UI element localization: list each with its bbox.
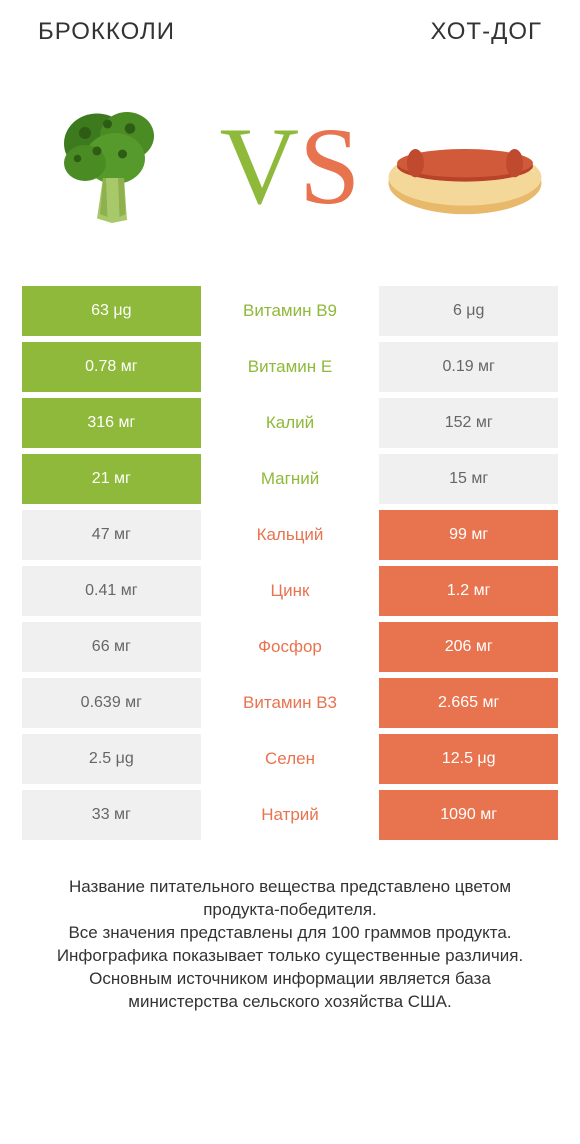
right-value: 12.5 μg <box>379 734 558 784</box>
left-value: 0.78 мг <box>22 342 201 392</box>
right-value: 206 мг <box>379 622 558 672</box>
hero: VS <box>20 56 560 286</box>
table-row: 0.78 мгВитамин E0.19 мг <box>22 342 558 392</box>
right-title: ХОТ-ДОГ <box>431 18 542 46</box>
nutrient-label: Натрий <box>201 790 380 840</box>
right-value: 6 μg <box>379 286 558 336</box>
left-value: 2.5 μg <box>22 734 201 784</box>
table-row: 66 мгФосфор206 мг <box>22 622 558 672</box>
table-row: 21 мгМагний15 мг <box>22 454 558 504</box>
comparison-table: 63 μgВитамин B96 μg 0.78 мгВитамин E0.19 … <box>20 286 560 840</box>
table-row: 2.5 μgСелен12.5 μg <box>22 734 558 784</box>
right-value: 2.665 мг <box>379 678 558 728</box>
table-row: 316 мгКалий152 мг <box>22 398 558 448</box>
nutrient-label: Магний <box>201 454 380 504</box>
nutrient-label: Витамин E <box>201 342 380 392</box>
right-value: 1090 мг <box>379 790 558 840</box>
right-value: 1.2 мг <box>379 566 558 616</box>
titles: БРОККОЛИ ХОТ-ДОГ <box>20 18 560 56</box>
table-row: 0.41 мгЦинк1.2 мг <box>22 566 558 616</box>
left-value: 66 мг <box>22 622 201 672</box>
footer-note: Название питательного вещества представл… <box>20 876 560 1014</box>
table-row: 63 μgВитамин B96 μg <box>22 286 558 336</box>
right-value: 99 мг <box>379 510 558 560</box>
right-value: 152 мг <box>379 398 558 448</box>
nutrient-label: Фосфор <box>201 622 380 672</box>
nutrient-label: Витамин B9 <box>201 286 380 336</box>
left-title: БРОККОЛИ <box>38 18 175 46</box>
nutrient-label: Калий <box>201 398 380 448</box>
nutrient-label: Цинк <box>201 566 380 616</box>
hotdog-image <box>380 81 550 251</box>
vs-label: VS <box>220 111 361 221</box>
left-value: 21 мг <box>22 454 201 504</box>
nutrient-label: Витамин B3 <box>201 678 380 728</box>
left-value: 0.41 мг <box>22 566 201 616</box>
left-value: 0.639 мг <box>22 678 201 728</box>
left-value: 33 мг <box>22 790 201 840</box>
right-value: 0.19 мг <box>379 342 558 392</box>
left-value: 63 μg <box>22 286 201 336</box>
table-row: 47 мгКальций99 мг <box>22 510 558 560</box>
table-row: 33 мгНатрий1090 мг <box>22 790 558 840</box>
right-value: 15 мг <box>379 454 558 504</box>
broccoli-image <box>30 81 200 251</box>
table-row: 0.639 мгВитамин B32.665 мг <box>22 678 558 728</box>
left-value: 316 мг <box>22 398 201 448</box>
nutrient-label: Кальций <box>201 510 380 560</box>
left-value: 47 мг <box>22 510 201 560</box>
nutrient-label: Селен <box>201 734 380 784</box>
